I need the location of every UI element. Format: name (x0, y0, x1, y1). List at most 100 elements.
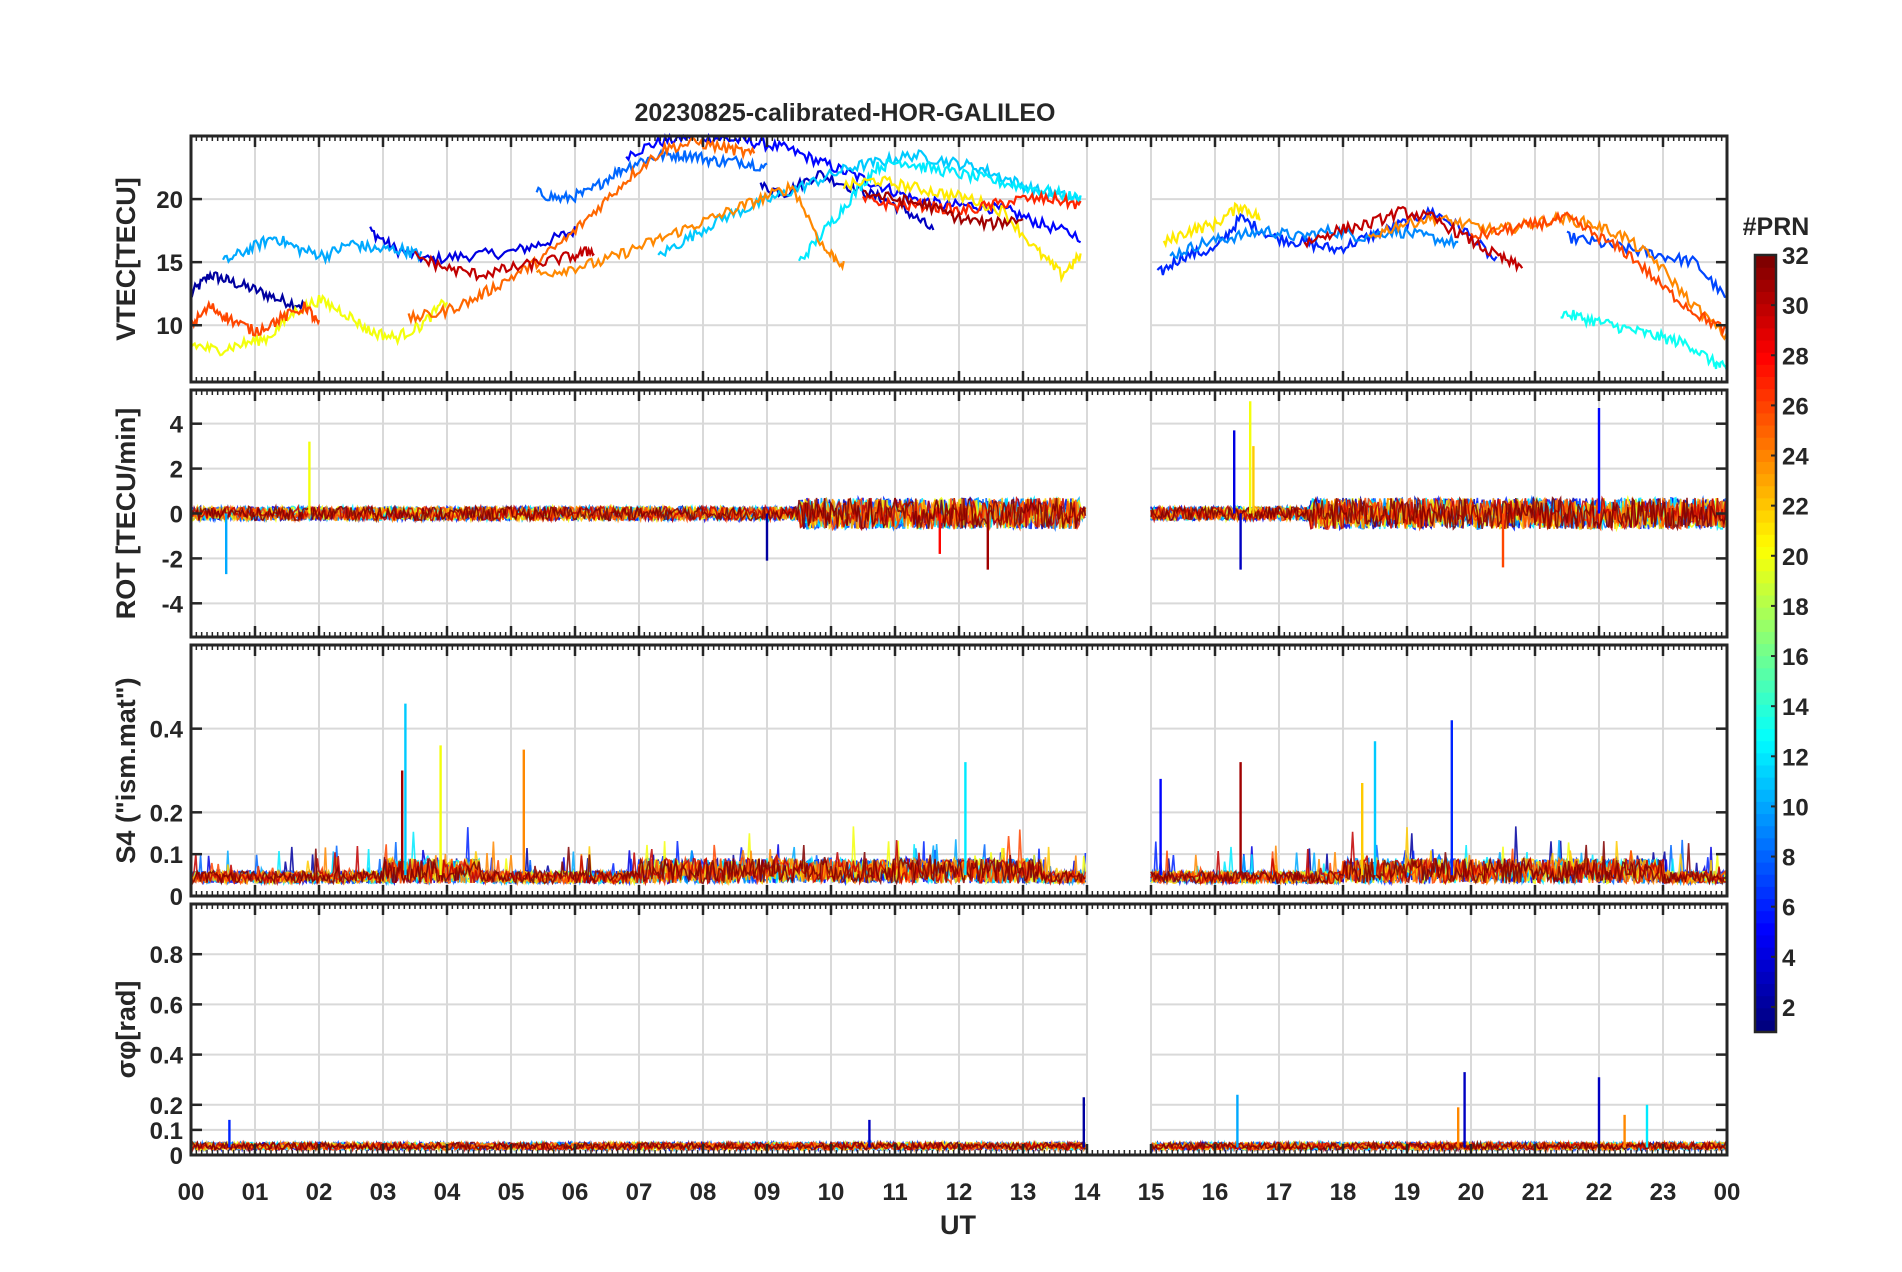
x-tick-label: 12 (946, 1179, 973, 1206)
colorbar-segment (1755, 777, 1776, 790)
colorbar-segment (1755, 400, 1776, 414)
x-axis-label: UT (940, 1210, 976, 1240)
colorbar-segment (1755, 497, 1776, 511)
vtec-line-prn-26 (1470, 210, 1728, 338)
rot-series-group (190, 401, 1728, 575)
colorbar-segment (1755, 412, 1776, 426)
colorbar-frame (1753, 253, 1778, 1034)
colorbar-segment (1755, 485, 1776, 499)
vtec-y-tick-label: 20 (156, 187, 183, 214)
rot-y-tick-label: 2 (170, 457, 183, 484)
rot-y-tick-label: -4 (162, 591, 184, 618)
colorbar-segment (1755, 995, 1776, 1009)
sigphi-y-tick-label: 0 (170, 1143, 183, 1170)
colorbar-label: #PRN (1743, 213, 1810, 241)
colorbar-segment (1755, 947, 1776, 960)
colorbar-segment (1755, 267, 1776, 280)
vtec-line-prn-31 (862, 189, 1024, 233)
vtec-line-prn-12 (798, 158, 1082, 262)
vtec-line-prn-9 (1169, 222, 1459, 260)
colorbar-segment (1755, 704, 1776, 717)
sigphi-y-tick-label: 0.2 (150, 1093, 183, 1120)
colorbar-segment (1755, 291, 1776, 305)
colorbar-tick-label: 30 (1782, 293, 1809, 320)
sigphi-y-tick-label: 0.1 (150, 1118, 183, 1145)
colorbar-segment (1755, 424, 1776, 438)
vtec-y-axis-label: VTEC[TECU] (111, 177, 141, 341)
vtec-data-gap (1088, 137, 1150, 381)
colorbar-tick-label: 24 (1782, 444, 1809, 471)
colorbar-segment (1755, 898, 1776, 912)
sigphi-data-gap (1088, 905, 1150, 1154)
colorbar-segment (1755, 570, 1776, 584)
colorbar-segment (1755, 837, 1776, 851)
x-tick-label: 07 (626, 1179, 653, 1206)
colorbar-segment (1755, 886, 1776, 900)
colorbar-segment (1755, 279, 1776, 293)
colorbar-tick-label: 28 (1782, 343, 1809, 370)
colorbar-tick-label: 22 (1782, 494, 1809, 521)
colorbar-segment (1755, 971, 1776, 985)
rot-data-gap (1088, 391, 1150, 636)
colorbar-segment (1755, 327, 1776, 341)
x-tick-label: 19 (1394, 1179, 1421, 1206)
colorbar-segment (1755, 692, 1776, 705)
colorbar-segment (1755, 643, 1776, 657)
x-tick-label: 06 (562, 1179, 589, 1206)
colorbar-segment (1755, 825, 1776, 839)
vtec-line-prn-30 (1303, 205, 1524, 273)
colorbar-segment (1755, 522, 1776, 535)
vtec-line-prn-26 (189, 299, 321, 337)
sigphi-y-tick-label: 0.8 (150, 942, 183, 969)
vtec-line-prn-20 (190, 293, 448, 357)
s4-y-tick-label: 0.2 (150, 800, 183, 827)
vtec-line-prn-13 (1560, 309, 1728, 371)
vtec-line-prn-30 (414, 245, 595, 282)
colorbar-segment (1755, 1007, 1776, 1021)
x-tick-label: 21 (1522, 1179, 1549, 1206)
colorbar-segment (1755, 764, 1776, 778)
vtec-line-prn-8 (535, 147, 768, 205)
x-tick-label: 00 (1714, 1179, 1741, 1206)
colorbar-tick-label: 6 (1782, 895, 1795, 922)
colorbar-tick-label: 32 (1782, 243, 1809, 270)
vtec-line-prn-21 (842, 175, 1082, 284)
vtec-line-prn-21 (1162, 201, 1261, 249)
x-tick-label: 10 (818, 1179, 845, 1206)
x-tick-label: 13 (1010, 1179, 1037, 1206)
colorbar-segment (1755, 959, 1776, 972)
colorbar-tick-label: 20 (1782, 544, 1809, 571)
vtec-line-prn-3 (759, 169, 935, 231)
colorbar-segment (1755, 594, 1776, 608)
x-tick-label: 09 (754, 1179, 781, 1206)
colorbar-tick-label: 12 (1782, 744, 1809, 771)
panel-sigphi: 00.10.2 0.4 0.6 0.8 σφ[rad] (111, 902, 1729, 1170)
s4-trace-prn-32 (190, 841, 1728, 886)
colorbar-segment (1755, 874, 1776, 887)
colorbar-segment (1755, 813, 1776, 827)
rot-y-tick-label: 4 (170, 412, 184, 439)
x-tick-label: 00 (178, 1179, 205, 1206)
s4-y-tick-label: 0.1 (150, 842, 183, 869)
vtec-line-prn-6 (1156, 205, 1498, 276)
panel-rot: -4 -2 0 2 4 ROT [TECU/min] (111, 388, 1729, 639)
x-tick-label: 01 (242, 1179, 269, 1206)
colorbar-segment (1755, 740, 1776, 754)
colorbar-segment (1755, 801, 1776, 815)
x-tick-label: 18 (1330, 1179, 1357, 1206)
sigphi-y-tick-label: 0.6 (150, 992, 183, 1019)
vtec-y-tick-label: 10 (156, 313, 183, 340)
vtec-y-tick-label: 15 (156, 250, 183, 277)
colorbar-tick-label: 10 (1782, 794, 1809, 821)
sigphi-y-axis-label: σφ[rad] (111, 981, 141, 1079)
colorbar-segment (1755, 728, 1776, 742)
x-tick-label: 05 (498, 1179, 525, 1206)
colorbar-segment (1755, 607, 1776, 620)
x-tick-label: 23 (1650, 1179, 1677, 1206)
colorbar-segment (1755, 461, 1776, 475)
vtec-line-prn-24 (535, 180, 845, 278)
colorbar-segment (1755, 789, 1776, 802)
x-tick-label: 20 (1458, 1179, 1485, 1206)
colorbar-segment (1755, 922, 1776, 936)
